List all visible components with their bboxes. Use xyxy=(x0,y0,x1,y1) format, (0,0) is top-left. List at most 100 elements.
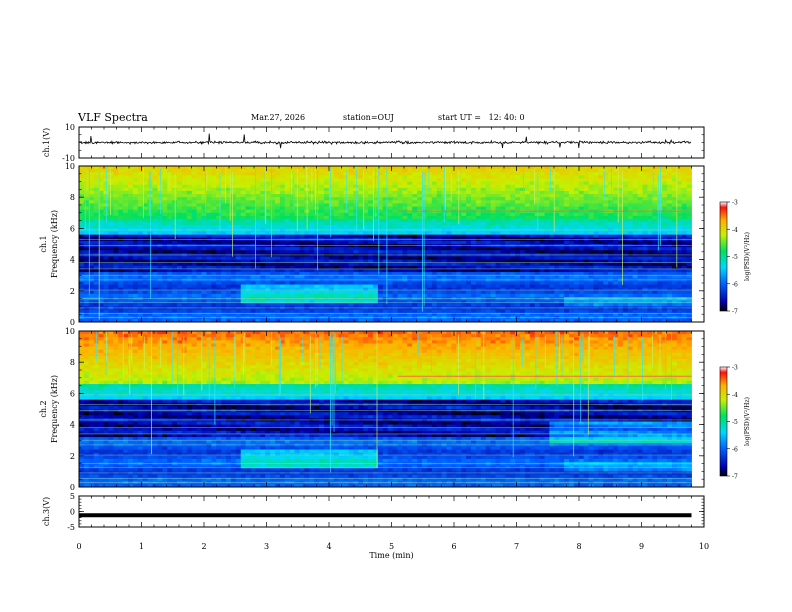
spectrogram-cell xyxy=(466,275,472,279)
spectrogram-cell xyxy=(387,219,393,223)
spectrogram-cell xyxy=(338,175,344,179)
spectrogram-cell xyxy=(103,166,109,170)
spectrogram-cell xyxy=(137,240,144,245)
spectrogram-cell xyxy=(142,259,148,264)
spectrogram-cell xyxy=(510,265,516,270)
spectrogram-cell xyxy=(98,234,104,239)
spectrogram-cell xyxy=(407,247,413,251)
spectrogram-cell xyxy=(79,178,85,182)
spectrogram-cell xyxy=(417,187,423,192)
spectrogram-cell xyxy=(510,284,516,289)
spectrogram-cell xyxy=(515,284,521,289)
spectrogram-cell xyxy=(226,256,232,260)
spectrogram-cell xyxy=(549,194,555,198)
spectrogram-cell xyxy=(177,215,183,220)
spectrogram-cell xyxy=(103,225,109,229)
spectrogram-cell xyxy=(539,234,545,239)
spectrogram-cell xyxy=(652,281,658,285)
spectrogram-cell xyxy=(603,250,609,254)
spectrogram-cell xyxy=(539,259,545,264)
spectrogram-cell xyxy=(265,194,271,198)
spectrogram-cell xyxy=(554,262,560,267)
spectrogram-cell xyxy=(172,206,178,211)
spectrogram-cell xyxy=(603,222,609,226)
spectrogram-cell xyxy=(353,256,359,260)
y-tick-label: -10 xyxy=(62,154,75,163)
spectrogram-cell xyxy=(671,206,678,211)
spectrogram-cell xyxy=(172,203,178,207)
spectrogram-cell xyxy=(221,178,227,182)
spectrogram-cell xyxy=(186,265,193,270)
spectrogram-cell xyxy=(235,169,242,173)
spectrogram-cell xyxy=(583,234,589,239)
spectrogram-cell xyxy=(446,203,452,207)
spectrogram-cell xyxy=(505,225,511,229)
spectrogram-cell xyxy=(598,275,604,279)
spectrogram-cell xyxy=(608,219,614,223)
spectrogram-cell xyxy=(270,200,276,204)
spectrogram-cell xyxy=(539,256,545,260)
spectrogram-cell xyxy=(221,268,227,273)
spectrogram-cell xyxy=(618,250,624,254)
spectrogram-cell xyxy=(363,256,369,260)
spectrogram-cell xyxy=(412,212,418,217)
spectrogram-cell xyxy=(377,187,384,192)
spectrogram-cell xyxy=(245,206,251,211)
spectrogram-cell xyxy=(221,212,227,217)
spectrogram-cell xyxy=(206,194,212,198)
spectrogram-cell xyxy=(343,219,349,223)
spectrogram-cell xyxy=(603,272,609,276)
spectrogram-cell xyxy=(632,187,638,192)
spectrogram-cell xyxy=(79,284,85,289)
spectrogram-cell xyxy=(132,250,139,254)
spectrogram-cell xyxy=(186,206,193,211)
spectrogram-cell xyxy=(485,175,491,179)
spectrogram-cell xyxy=(260,256,266,260)
spectrogram-cell xyxy=(524,262,531,267)
spectrogram-cell xyxy=(451,222,457,226)
spectrogram-cell xyxy=(314,268,320,273)
spectrogram-cell xyxy=(544,256,550,260)
spectrogram-cell xyxy=(299,169,305,173)
spectrogram-cell xyxy=(363,225,369,229)
spectrogram-cell xyxy=(510,259,516,264)
spectrogram-cell xyxy=(167,281,173,285)
spectrogram-cell xyxy=(157,178,163,182)
spectrogram-cell xyxy=(196,209,202,214)
spectrogram-cell xyxy=(480,206,487,211)
spectrogram-cell xyxy=(578,247,585,251)
spectrogram-cell xyxy=(392,197,398,201)
spectrogram-cell xyxy=(201,187,207,192)
spectrogram-cell xyxy=(157,197,163,201)
spectrogram-cell xyxy=(147,169,153,173)
spectrogram-cell xyxy=(152,206,158,211)
spectrogram-cell xyxy=(93,178,99,182)
spectrogram-cell xyxy=(539,250,545,254)
spectrogram-cell xyxy=(461,187,467,192)
spectrogram-cell xyxy=(177,203,183,207)
spectrogram-cell xyxy=(446,231,452,236)
spectrogram-cell xyxy=(544,187,550,192)
spectrogram-cell xyxy=(627,281,634,285)
spectrogram-cell xyxy=(221,166,227,170)
spectrogram-cell xyxy=(490,203,496,207)
spectrogram-cell xyxy=(275,275,281,279)
spectrogram-cell xyxy=(667,265,673,270)
spectrogram-cell xyxy=(196,281,202,285)
spectrogram-cell xyxy=(461,166,467,170)
spectrogram-cell xyxy=(431,250,438,254)
spectrogram-cell xyxy=(333,166,340,170)
spectrogram-cell xyxy=(686,178,692,182)
spectrogram-cell xyxy=(397,215,403,220)
spectrogram-cell xyxy=(422,175,428,179)
spectrogram-cell xyxy=(270,181,276,186)
spectrogram-cell xyxy=(505,219,511,223)
spectrogram-cell xyxy=(211,219,217,223)
spectrogram-cell xyxy=(583,262,589,267)
spectrogram-cell xyxy=(422,281,428,285)
spectrogram-cell xyxy=(98,240,104,245)
spectrogram-cell xyxy=(598,222,604,226)
spectrogram-cell xyxy=(480,194,487,198)
spectrogram-cell xyxy=(593,256,599,260)
spectrogram-cell xyxy=(255,169,261,173)
